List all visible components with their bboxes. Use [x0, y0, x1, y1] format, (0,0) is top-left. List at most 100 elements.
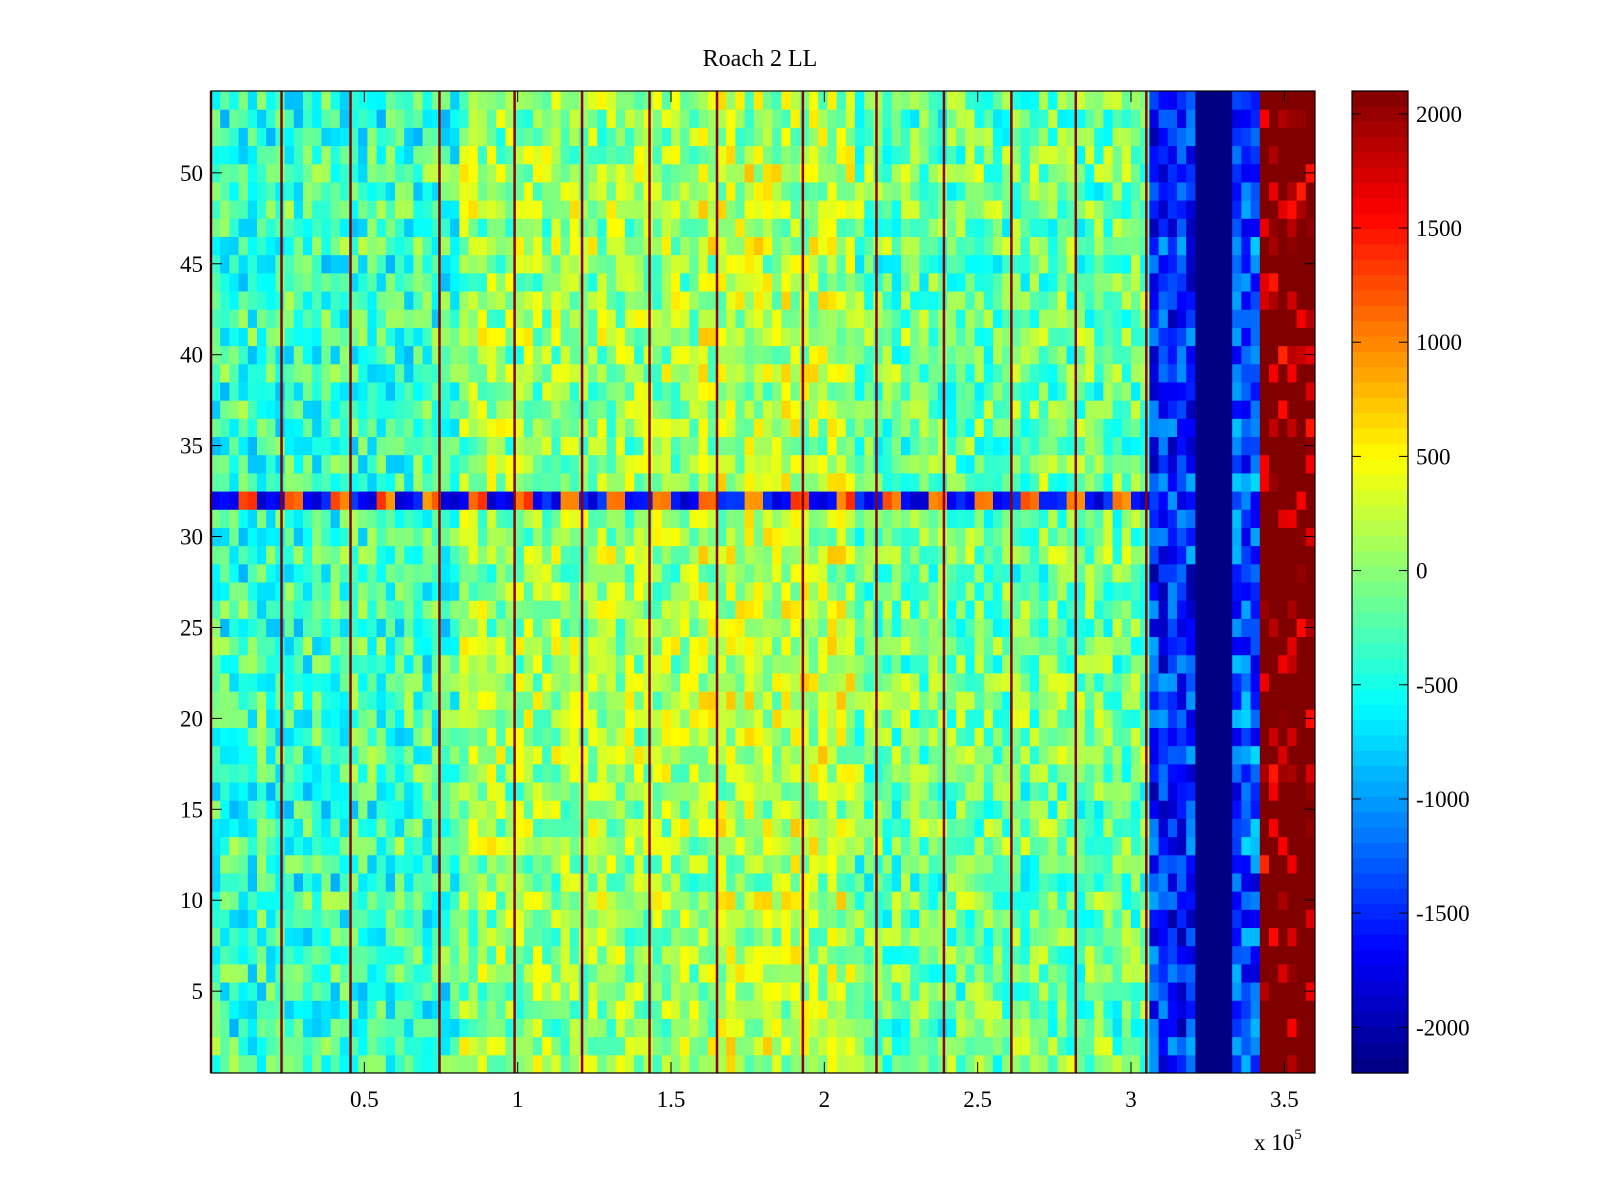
heatmap-cell — [330, 927, 341, 947]
heatmap-cell — [744, 818, 755, 838]
heatmap-cell — [303, 381, 313, 401]
heatmap-cell — [404, 636, 414, 656]
heatmap-cell — [1305, 636, 1316, 656]
heatmap-cell — [1075, 982, 1086, 1001]
heatmap-cell — [477, 672, 488, 692]
heatmap-cell — [238, 327, 249, 347]
heatmap-cell — [1020, 800, 1031, 819]
heatmap-cell — [422, 782, 433, 801]
heatmap-cell — [1075, 363, 1086, 383]
heatmap-cell — [1186, 418, 1196, 438]
heatmap-cell — [496, 345, 506, 365]
heatmap-cell — [726, 909, 736, 929]
heatmap-cell — [818, 582, 828, 601]
heatmap-cell — [827, 672, 838, 692]
heatmap-cell — [1195, 1036, 1206, 1056]
heatmap-cell — [477, 927, 488, 947]
heatmap-cell — [698, 982, 709, 1001]
heatmap-cell — [395, 654, 405, 674]
heatmap-cell — [689, 800, 700, 819]
heatmap-cell — [781, 400, 792, 419]
heatmap-cell — [818, 545, 828, 565]
heatmap-cell — [707, 782, 718, 801]
heatmap-cell — [597, 527, 608, 547]
heatmap-cell — [947, 527, 957, 547]
heatmap-cell — [901, 945, 911, 965]
heatmap-cell — [901, 709, 911, 728]
heatmap-cell — [542, 745, 552, 765]
heatmap-cell — [799, 381, 810, 401]
heatmap-cell — [367, 309, 378, 328]
heatmap-cell — [487, 1018, 497, 1038]
heatmap-cell — [1149, 727, 1160, 747]
heatmap-cell — [1250, 345, 1261, 365]
heatmap-cell — [707, 709, 718, 728]
heatmap-cell — [1213, 1018, 1224, 1038]
heatmap-cell — [772, 927, 782, 947]
heatmap-cell — [818, 636, 828, 656]
heatmap-cell — [1149, 582, 1160, 601]
heatmap-cell — [947, 654, 957, 674]
heatmap-cell — [1066, 545, 1077, 565]
heatmap-cell — [450, 636, 460, 656]
heatmap-cell — [1213, 472, 1224, 492]
heatmap-cell — [855, 854, 865, 874]
heatmap-cell — [615, 582, 626, 601]
heatmap-cell — [634, 1018, 644, 1038]
heatmap-cell — [247, 527, 258, 547]
heatmap-cell — [505, 381, 516, 401]
heatmap-cell — [588, 363, 598, 383]
heatmap-cell — [1259, 818, 1270, 838]
heatmap-cell — [1186, 672, 1196, 692]
heatmap-cell — [1020, 854, 1031, 874]
heatmap-cell — [542, 381, 552, 401]
heatmap-cell — [358, 727, 368, 747]
heatmap-cell — [726, 563, 736, 583]
heatmap-cell — [505, 727, 516, 747]
heatmap-cell — [257, 654, 267, 674]
heatmap-cell — [1241, 600, 1252, 619]
heatmap-cell — [799, 709, 810, 728]
heatmap-cell — [1158, 800, 1169, 819]
heatmap-cell — [606, 600, 617, 619]
heatmap-cell — [514, 763, 525, 783]
heatmap-cell — [413, 509, 424, 528]
heatmap-cell — [643, 527, 654, 547]
heatmap-cell — [275, 527, 286, 547]
heatmap-cell — [956, 982, 966, 1001]
heatmap-cell — [303, 818, 313, 838]
heatmap-cell — [523, 782, 534, 801]
heatmap-cell — [634, 1036, 644, 1056]
heatmap-cell — [1269, 418, 1279, 438]
heatmap-cell — [836, 818, 847, 838]
heatmap-cell — [744, 745, 755, 765]
heatmap-cell — [560, 618, 571, 638]
heatmap-cell — [873, 545, 884, 565]
heatmap-cell — [514, 709, 525, 728]
heatmap-cell — [220, 854, 230, 874]
heatmap-cell — [275, 636, 286, 656]
heatmap-cell — [790, 872, 801, 892]
heatmap-cell — [1269, 945, 1279, 965]
heatmap-cell — [1121, 418, 1132, 438]
heatmap-cell — [643, 327, 654, 347]
heatmap-cell — [238, 1054, 249, 1074]
heatmap-cell — [579, 854, 589, 874]
heatmap-cell — [1259, 963, 1270, 983]
heatmap-cell — [376, 745, 387, 765]
heatmap-cell — [569, 600, 580, 619]
heatmap-cell — [551, 654, 562, 674]
heatmap-cell — [652, 472, 663, 492]
heatmap-cell — [284, 309, 295, 328]
heatmap-cell — [376, 545, 387, 565]
heatmap-cell — [735, 982, 746, 1001]
heatmap-cell — [1112, 982, 1123, 1001]
heatmap-cell — [671, 400, 681, 419]
heatmap-cell — [983, 872, 994, 892]
heatmap-cell — [588, 381, 598, 401]
heatmap-cell — [864, 618, 874, 638]
heatmap-cell — [312, 618, 322, 638]
heatmap-cell — [1121, 327, 1132, 347]
heatmap-cell — [763, 400, 773, 419]
heatmap-cell — [1167, 763, 1178, 783]
